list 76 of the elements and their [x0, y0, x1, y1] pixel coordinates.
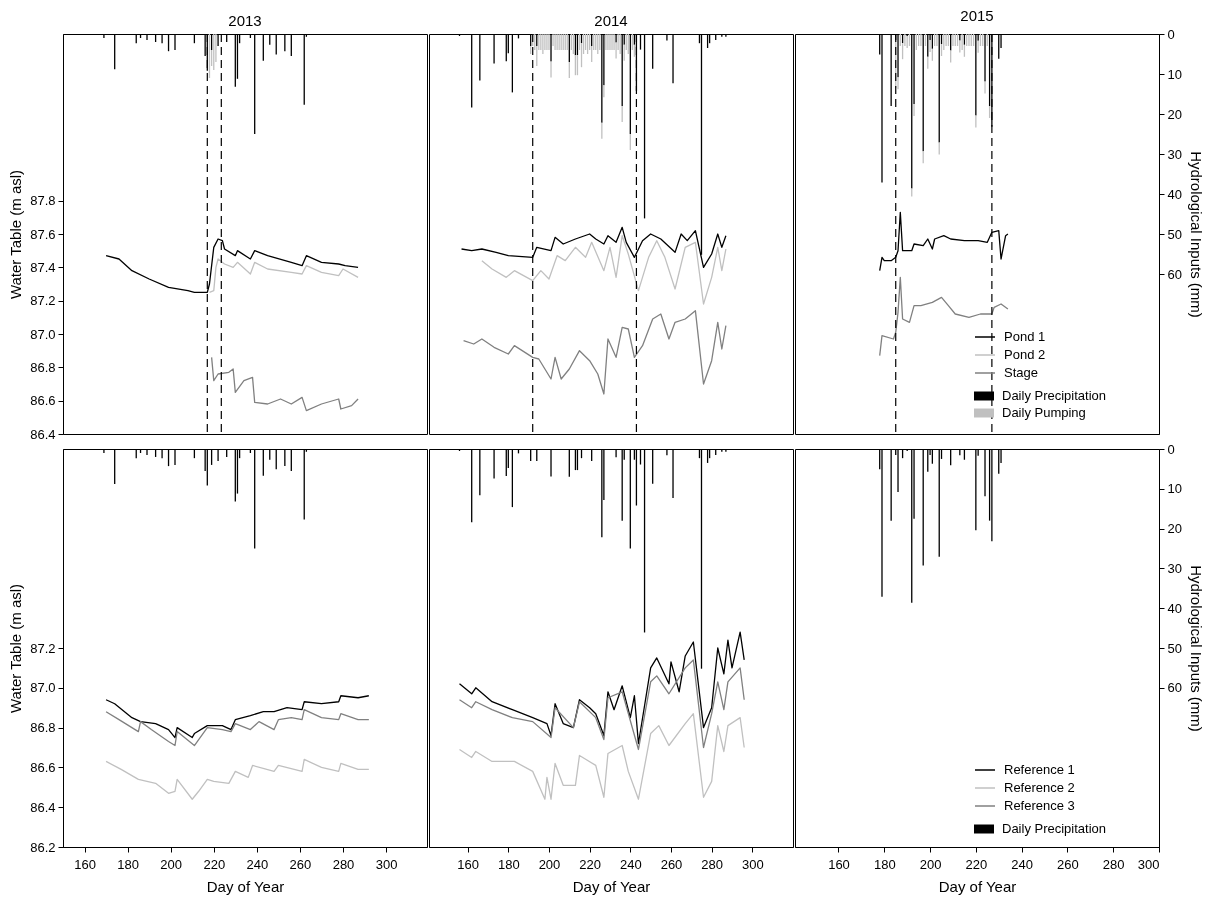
y2-tick-label: 60: [1167, 680, 1182, 696]
x-axis-title: Day of Year: [938, 877, 1017, 895]
y2-tick-label: 60: [1167, 266, 1182, 282]
y2-tick-label: 0: [1167, 26, 1175, 42]
y-tick-label: 86.6: [30, 759, 56, 775]
y-axis-title: Water Table (m asl): [7, 583, 25, 714]
legend-label: Pond 2: [1004, 347, 1046, 362]
y-tick-label: 87.6: [30, 226, 56, 242]
x-tick-label: 160: [74, 856, 96, 872]
x-tick-label: 220: [579, 856, 601, 872]
x-tick-label: 300: [741, 856, 764, 872]
x-tick-label: 160: [828, 856, 850, 872]
x-tick-label: 220: [965, 856, 988, 872]
line-series: [208, 258, 359, 293]
y-tick-label: 87.2: [30, 640, 56, 656]
x-tick-label: 200: [919, 856, 942, 872]
x-tick-label: 160: [457, 856, 479, 872]
x-tick-label: 300: [1137, 856, 1160, 872]
legend-label: Pond 1: [1004, 329, 1046, 344]
y2-axis-title: Hydrological Inputs (mm): [1187, 565, 1205, 732]
y2-axis-title: Hydrological Inputs (mm): [1187, 151, 1205, 318]
y-tick-label: 87.0: [30, 680, 56, 696]
legend-label: Daily Precipitation: [1002, 388, 1107, 403]
y-tick-label: 86.8: [30, 720, 56, 736]
legend-label: Reference 1: [1004, 762, 1075, 777]
x-tick-label: 260: [660, 856, 683, 872]
x-tick-label: 240: [1011, 856, 1033, 872]
y2-tick-label: 40: [1167, 186, 1182, 202]
y-tick-label: 86.6: [30, 393, 56, 409]
x-axis-title: Day of Year: [572, 877, 651, 895]
legend-label: Reference 3: [1004, 798, 1075, 813]
x-tick-label: 180: [873, 856, 896, 872]
line-series: [210, 356, 359, 412]
x-axis-title: Day of Year: [206, 877, 285, 895]
chart-title: 2013: [228, 12, 262, 30]
y2-tick-label: 20: [1167, 106, 1182, 122]
x-tick-label: 180: [497, 856, 520, 872]
x-tick-label: 260: [1057, 856, 1079, 872]
line-series: [105, 709, 370, 747]
y-axis-title: Water Table (m asl): [7, 169, 25, 300]
y2-tick-label: 30: [1167, 560, 1182, 576]
legend-label: Reference 2: [1004, 780, 1075, 795]
chart-title: 2015: [960, 7, 994, 24]
x-tick-label: 280: [332, 856, 355, 872]
x-tick-label: 180: [117, 856, 139, 872]
y2-tick-label: 10: [1167, 66, 1182, 82]
y-tick-label: 87.2: [30, 293, 56, 309]
y2-tick-label: 0: [1167, 441, 1175, 457]
y-tick-label: 86.2: [30, 839, 56, 855]
x-tick-label: 240: [619, 856, 642, 872]
y-tick-label: 86.4: [30, 799, 56, 815]
x-tick-label: 280: [1102, 856, 1125, 872]
x-tick-label: 220: [203, 856, 226, 872]
x-tick-label: 260: [289, 856, 312, 872]
chart-title: 2014: [594, 12, 628, 30]
y2-tick-label: 20: [1167, 521, 1182, 537]
legend-label: Daily Precipitation: [1002, 821, 1107, 836]
y2-tick-label: 40: [1167, 600, 1182, 616]
x-tick-label: 200: [160, 856, 183, 872]
y-tick-label: 86.4: [30, 426, 56, 442]
y-tick-label: 86.8: [30, 359, 56, 375]
line-series: [105, 758, 370, 800]
legend-label: Stage: [1004, 365, 1038, 380]
x-tick-label: 280: [701, 856, 724, 872]
y2-tick-label: 50: [1167, 640, 1182, 656]
legend-label: Daily Pumping: [1002, 405, 1086, 420]
x-tick-label: 200: [538, 856, 561, 872]
y2-tick-label: 30: [1167, 146, 1182, 162]
y-tick-label: 87.8: [30, 193, 56, 209]
y-tick-label: 87.0: [30, 326, 56, 342]
x-tick-label: 240: [246, 856, 269, 872]
y2-tick-label: 10: [1167, 481, 1182, 497]
y-tick-label: 87.4: [30, 259, 56, 275]
x-tick-label: 300: [375, 856, 398, 872]
line-series: [105, 695, 370, 739]
y2-tick-label: 50: [1167, 226, 1182, 242]
